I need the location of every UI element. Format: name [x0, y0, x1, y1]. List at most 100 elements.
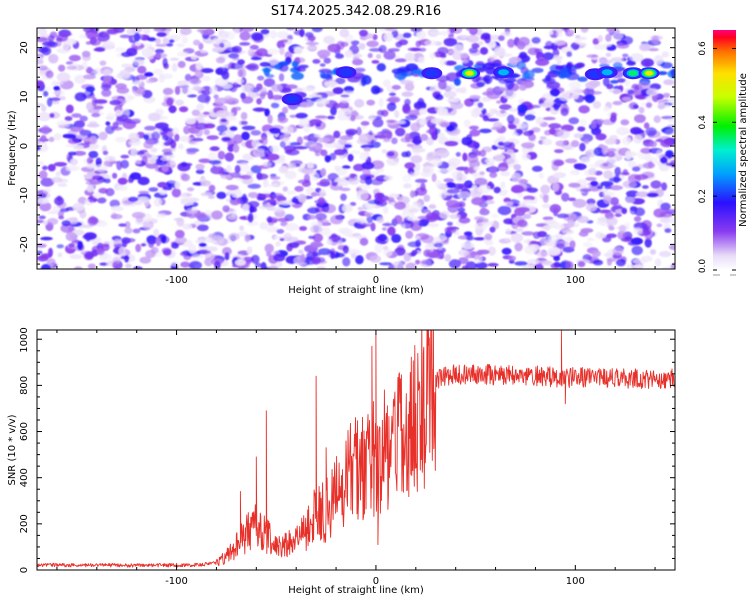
noise-blob: [662, 99, 670, 103]
noise-blob: [516, 123, 528, 129]
noise-blob: [426, 129, 434, 134]
noise-blob: [233, 28, 240, 35]
noise-blob: [259, 193, 273, 198]
noise-blob: [631, 237, 643, 245]
noise-blob: [554, 149, 564, 154]
noise-blob: [307, 214, 317, 220]
noise-blob: [155, 236, 161, 247]
noise-blob: [555, 140, 567, 147]
noise-blob: [649, 140, 657, 148]
noise-blob: [634, 174, 649, 180]
noise-blob: [474, 177, 488, 187]
noise-blob: [436, 107, 449, 116]
noise-blob: [241, 193, 247, 203]
noise-blob: [223, 95, 233, 104]
noise-blob: [41, 125, 50, 135]
noise-blob: [83, 28, 94, 33]
noise-blob: [74, 266, 83, 269]
noise-blob: [386, 130, 393, 140]
noise-blob: [54, 196, 65, 206]
noise-blob: [195, 62, 203, 71]
noise-blob: [387, 96, 401, 103]
noise-blob: [59, 208, 70, 213]
noise-blob: [632, 264, 645, 269]
noise-blob: [445, 199, 460, 208]
noise-blob: [220, 174, 232, 180]
noise-blob: [376, 216, 385, 224]
noise-blob: [526, 187, 538, 193]
noise-blob: [528, 240, 538, 245]
noise-blob: [517, 219, 528, 228]
noise-blob: [376, 63, 386, 72]
noise-blob: [457, 183, 469, 190]
noise-blob: [374, 243, 383, 254]
noise-blob: [91, 97, 98, 107]
noise-blob: [508, 107, 520, 112]
noise-blob: [335, 77, 346, 85]
noise-blob: [40, 177, 55, 187]
noise-blob: [660, 139, 674, 148]
noise-blob: [518, 179, 528, 184]
noise-blob: [259, 221, 268, 230]
noise-blob: [500, 181, 506, 189]
noise-blob: [524, 245, 537, 255]
noise-blob: [288, 242, 300, 248]
noise-blob: [120, 154, 130, 159]
noise-blob: [293, 46, 303, 55]
noise-blob: [144, 125, 157, 131]
noise-blob: [339, 97, 351, 103]
noise-blob: [586, 54, 599, 58]
noise-blob: [533, 263, 544, 269]
noise-blob: [443, 90, 457, 98]
noise-blob: [246, 246, 253, 255]
noise-blob: [180, 261, 191, 268]
noise-blob: [439, 57, 447, 67]
noise-blob: [264, 243, 274, 253]
noise-blob: [391, 137, 398, 145]
noise-blob: [555, 65, 565, 70]
noise-blob: [175, 99, 184, 106]
noise-blob: [137, 176, 150, 186]
noise-blob: [360, 144, 374, 149]
noise-blob: [301, 87, 315, 92]
noise-blob: [609, 28, 620, 35]
noise-blob: [383, 175, 393, 181]
noise-blob: [648, 48, 659, 52]
noise-blob: [312, 233, 324, 243]
noise-blob: [188, 78, 202, 85]
noise-blob: [663, 92, 671, 98]
noise-blob: [424, 39, 438, 47]
noise-blob: [114, 136, 127, 143]
noise-blob: [358, 223, 372, 228]
noise-blob: [415, 187, 428, 196]
noise-blob: [475, 150, 482, 156]
noise-blob: [50, 100, 60, 105]
y-tick-label: 0: [19, 143, 30, 149]
noise-blob: [665, 209, 675, 215]
noise-blob: [582, 242, 593, 248]
y-tick-label: 0: [19, 567, 30, 573]
noise-blob: [561, 192, 570, 202]
noise-blob: [241, 96, 254, 104]
noise-blob: [539, 136, 547, 140]
noise-blob: [83, 174, 94, 178]
noise-blob: [557, 129, 570, 139]
noise-blob: [497, 141, 504, 147]
noise-blob: [239, 42, 251, 46]
noise-blob: [125, 263, 132, 269]
noise-blob: [670, 68, 675, 77]
noise-blob: [350, 253, 357, 259]
noise-blob: [252, 148, 266, 158]
noise-blob: [343, 143, 353, 148]
noise-blob: [45, 70, 54, 79]
noise-blob: [112, 261, 118, 269]
noise-blob: [546, 81, 561, 89]
noise-blob: [39, 201, 52, 212]
noise-blob: [132, 228, 141, 234]
noise-blob: [524, 110, 537, 115]
noise-blob: [41, 105, 47, 112]
noise-blob: [47, 35, 55, 42]
noise-blob: [193, 39, 201, 46]
noise-blob: [106, 28, 119, 35]
noise-blob: [480, 207, 488, 214]
